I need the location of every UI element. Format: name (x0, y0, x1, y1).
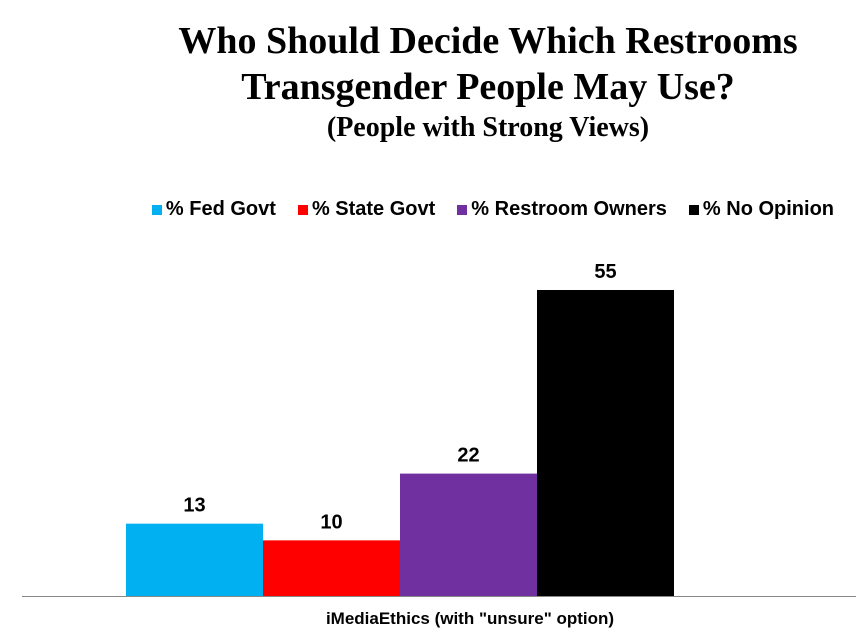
bar-value-label-1: 13 (183, 495, 205, 517)
legend-swatch-1 (151, 204, 162, 215)
chart-subtitle: (People with Strong Views) (326, 112, 650, 143)
legend-label-4: % No Opinion (702, 198, 834, 220)
bar-1 (126, 523, 263, 596)
legend-item-3: % Restroom Owners (457, 198, 667, 221)
legend-swatch-4 (688, 204, 699, 215)
legend-swatch-2 (297, 204, 308, 215)
legend-item-4: % No Opinion (688, 198, 834, 221)
chart-title-line2: Transgender People May Use? (241, 66, 735, 108)
chart-title: Who Should Decide Which Restrooms Transg… (0, 18, 856, 146)
legend-swatch-3 (457, 204, 468, 215)
legend-item-2: % State Govt (297, 198, 436, 221)
bar-value-label-4: 55 (594, 261, 616, 283)
legend-label-2: % State Govt (311, 198, 436, 220)
chart-legend: % Fed Govt % State Govt % Restroom Owners%… (0, 198, 856, 221)
x-category-label: iMediaEthics (with "unsure" option) (326, 609, 614, 628)
legend-label-1: % Fed Govt (165, 198, 276, 220)
bar-value-label-3: 22 (457, 445, 479, 467)
bar-value-label-2: 10 (320, 511, 342, 533)
legend-label-3: % Restroom Owners (471, 198, 667, 220)
bar-3 (400, 473, 537, 596)
bar-2 (263, 540, 400, 596)
chart-title-line1: Who Should Decide Which Restrooms (178, 20, 798, 62)
legend-item-1: % Fed Govt (151, 198, 276, 221)
bar-4 (537, 290, 674, 596)
